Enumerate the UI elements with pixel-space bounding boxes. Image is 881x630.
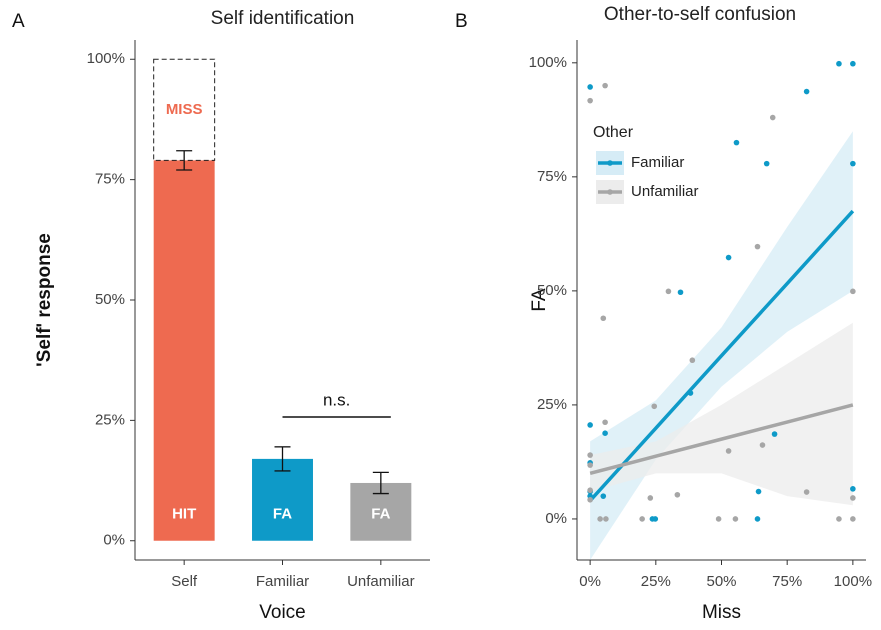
point	[803, 88, 810, 95]
point	[763, 160, 770, 167]
bar-label: FA	[371, 506, 390, 523]
confidence-band	[590, 322, 853, 506]
point	[602, 419, 608, 426]
x-axis-label: Miss	[702, 602, 741, 623]
point	[850, 160, 856, 167]
error-bar	[372, 471, 389, 495]
point	[715, 516, 722, 522]
y-tick-label: 50%	[537, 282, 567, 299]
point	[732, 516, 739, 522]
error-bar	[274, 446, 291, 472]
point	[652, 516, 659, 522]
point	[587, 97, 593, 104]
point	[602, 82, 608, 89]
y-tick-label: 25%	[537, 396, 567, 413]
point	[850, 486, 856, 492]
point	[803, 489, 810, 495]
point	[600, 493, 607, 499]
point	[587, 84, 593, 90]
point	[836, 60, 842, 67]
x-tick-label: Unfamiliar	[347, 573, 415, 590]
x-tick-label: 75%	[772, 573, 802, 590]
point	[647, 495, 654, 501]
y-tick-label: 0%	[545, 510, 567, 527]
point	[665, 288, 672, 295]
point	[687, 390, 694, 396]
panel-label: B	[455, 11, 468, 32]
point	[587, 496, 593, 503]
chart-title: Self identification	[211, 8, 355, 29]
point	[597, 516, 603, 522]
point	[587, 462, 593, 468]
y-tick-label: 75%	[95, 171, 125, 188]
legend-label: Familiar	[631, 154, 684, 171]
panel-label: A	[12, 11, 25, 32]
legend-title: Other	[593, 124, 634, 141]
point	[587, 487, 593, 494]
y-tick-label: 100%	[529, 54, 567, 71]
y-tick-label: 75%	[537, 168, 567, 185]
x-tick-label: Self	[171, 573, 198, 590]
bar	[153, 160, 215, 541]
point	[769, 114, 776, 121]
point	[587, 422, 593, 428]
fit-line	[589, 403, 854, 476]
x-tick-label: 0%	[579, 573, 601, 590]
point	[674, 491, 681, 498]
point	[587, 452, 593, 458]
point	[725, 254, 732, 261]
significance-label: n.s.	[323, 390, 350, 409]
point	[725, 448, 732, 454]
point	[850, 60, 856, 67]
y-axis-label: 'Self' response	[34, 233, 55, 367]
y-tick-label: 25%	[95, 411, 125, 428]
legend-label: Unfamiliar	[631, 183, 699, 200]
x-tick-label: 100%	[834, 573, 872, 590]
point	[850, 516, 856, 522]
y-tick-label: 50%	[95, 291, 125, 308]
point	[689, 357, 696, 364]
x-axis-label: Voice	[259, 602, 305, 623]
point	[754, 243, 761, 250]
point	[600, 315, 607, 322]
legend-dot	[607, 160, 613, 166]
bar-label: FA	[273, 506, 292, 523]
point	[759, 442, 766, 448]
point	[850, 288, 856, 295]
bar	[252, 458, 313, 541]
point	[603, 516, 609, 522]
legend-dot	[607, 189, 613, 195]
point	[836, 516, 842, 522]
point	[771, 431, 778, 437]
x-tick-label: Familiar	[256, 573, 309, 590]
miss-box	[153, 58, 216, 161]
point	[755, 488, 762, 495]
miss-label: MISS	[166, 101, 203, 118]
point	[677, 289, 684, 296]
y-axis-label: FA	[529, 288, 550, 312]
y-tick-label: 100%	[87, 50, 125, 67]
point	[651, 403, 658, 410]
fit-line	[588, 209, 855, 502]
chart-title: Other-to-self confusion	[604, 4, 796, 25]
y-tick-label: 0%	[103, 532, 125, 549]
point	[850, 495, 856, 501]
x-tick-label: 25%	[641, 573, 671, 590]
point	[754, 516, 761, 522]
x-tick-label: 50%	[706, 573, 736, 590]
point	[602, 430, 608, 436]
point	[639, 516, 645, 522]
point	[733, 139, 740, 146]
bar-label: HIT	[172, 506, 196, 523]
